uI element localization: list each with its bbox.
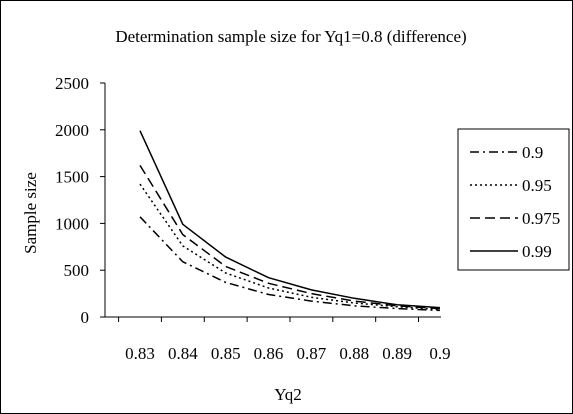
x-axis-label: Yq2 — [274, 385, 301, 404]
series-line-0-95 — [139, 183, 440, 311]
y-tick-label: 0 — [81, 308, 90, 327]
x-tick-label: 0.9 — [429, 344, 450, 363]
y-axis-label: Sample size — [21, 172, 40, 254]
series-line-0-99 — [139, 130, 440, 309]
y-tick-label: 1000 — [55, 214, 89, 233]
y-tick-label: 1500 — [55, 168, 89, 187]
legend-label: 0.975 — [522, 209, 560, 228]
x-tick-label: 0.84 — [168, 344, 198, 363]
series-line-0-975 — [139, 165, 440, 310]
x-tick-label: 0.87 — [297, 344, 327, 363]
x-tick-label: 0.88 — [339, 344, 369, 363]
legend: 0.9 0.95 0.975 0.99 — [457, 128, 570, 271]
x-tick-label: 0.85 — [211, 344, 241, 363]
y-tick-label: 2000 — [55, 121, 89, 140]
legend-label: 0.99 — [522, 242, 552, 261]
y-tick-label: 500 — [64, 261, 90, 280]
chart-title: Determination sample size for Yq1=0.8 (d… — [115, 27, 466, 46]
axes: 0 500 1000 1500 2000 2500 0.83 0.84 0.85 0.86 0.87… — [55, 74, 451, 363]
legend-label: 0.9 — [522, 143, 543, 162]
series-lines — [139, 130, 440, 312]
y-tick-label: 2500 — [55, 74, 89, 93]
series-line-0-9 — [139, 216, 440, 312]
x-tick-label: 0.86 — [254, 344, 284, 363]
legend-label: 0.95 — [522, 176, 552, 195]
x-tick-label: 0.89 — [382, 344, 412, 363]
legend-box — [457, 128, 570, 271]
x-tick-label: 0.83 — [125, 344, 155, 363]
